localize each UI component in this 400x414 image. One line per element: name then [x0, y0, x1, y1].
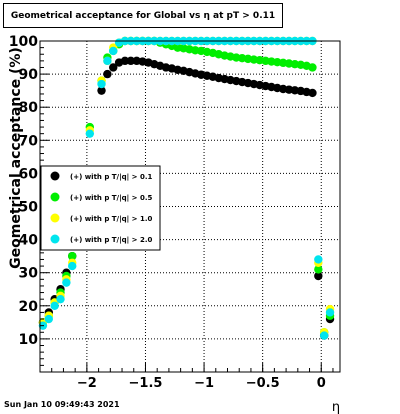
data-point-series-4 — [56, 294, 65, 304]
legend-marker — [50, 192, 60, 202]
y-tick-label: 40 — [19, 233, 39, 249]
data-point-series-4 — [314, 255, 323, 264]
x-tick-label: −0.5 — [246, 376, 280, 391]
legend-label: (+) with p T/|q| > 0.5 — [70, 194, 153, 203]
legend: (+) with p T/|q| > 0.1 (+) with p T/|q| >… — [40, 165, 161, 251]
y-axis-label: Geometrical acceptance (%) — [8, 47, 24, 269]
y-tick-label: 80 — [19, 100, 39, 116]
data-point-series-4 — [62, 278, 71, 287]
x-tick-label: 0 — [317, 376, 326, 391]
legend-box — [40, 165, 161, 251]
data-point-series-4 — [50, 301, 59, 310]
data-point-series-4 — [97, 79, 106, 89]
legend-label: (+) with p T/|q| > 1.0 — [70, 215, 153, 224]
data-point-series-4 — [319, 331, 329, 340]
legend-label: (+) with p T/|q| > 2.0 — [70, 236, 153, 245]
legend-label: (+) with p T/|q| > 0.1 — [70, 173, 153, 182]
y-tick-label: 30 — [19, 266, 39, 282]
data-point-series-1 — [308, 88, 317, 98]
y-tick-label: 60 — [19, 166, 39, 182]
chart-title-box: Geometrical acceptance for Global vs η a… — [3, 3, 283, 28]
legend-marker — [50, 213, 60, 223]
data-point-series-2 — [314, 265, 323, 274]
y-tick-label: 90 — [19, 67, 39, 83]
y-tick-label: 50 — [19, 200, 39, 216]
data-point-series-4 — [44, 314, 53, 324]
x-axis-label: η — [332, 400, 340, 414]
data-point-series-4 — [109, 46, 118, 56]
y-tick-label: 20 — [19, 299, 39, 315]
x-tick-label: −1 — [194, 376, 214, 391]
x-tick-label: −1.5 — [129, 376, 163, 391]
data-point-series-1 — [109, 63, 118, 72]
y-tick-label: 10 — [19, 332, 39, 348]
data-point-series-4 — [103, 56, 112, 66]
timestamp: Sun Jan 10 09:49:43 2021 — [4, 400, 120, 409]
legend-marker — [50, 171, 60, 181]
data-point-series-2 — [308, 63, 317, 72]
data-point-series-4 — [325, 308, 335, 317]
data-markers — [38, 36, 335, 340]
y-tick-label: 70 — [19, 133, 39, 149]
data-point-series-1 — [97, 86, 106, 95]
data-point-series-4 — [85, 129, 95, 138]
legend-marker — [50, 234, 60, 244]
data-point-series-1 — [314, 271, 323, 281]
axis-tick-labels: −2 −1.5 −1 −0.5 0 10 20 30 40 50 60 70 80 90 100 — [9, 34, 326, 391]
chart-title: Geometrical acceptance for Global vs η a… — [10, 10, 276, 21]
data-point-series-1 — [126, 56, 136, 66]
y-tick-label: 100 — [9, 34, 38, 50]
data-point-series-4 — [68, 261, 77, 271]
data-point-series-2 — [68, 251, 77, 261]
data-point-series-1 — [103, 69, 112, 79]
x-tick-label: −2 — [77, 376, 97, 391]
data-point-series-1 — [120, 56, 130, 66]
